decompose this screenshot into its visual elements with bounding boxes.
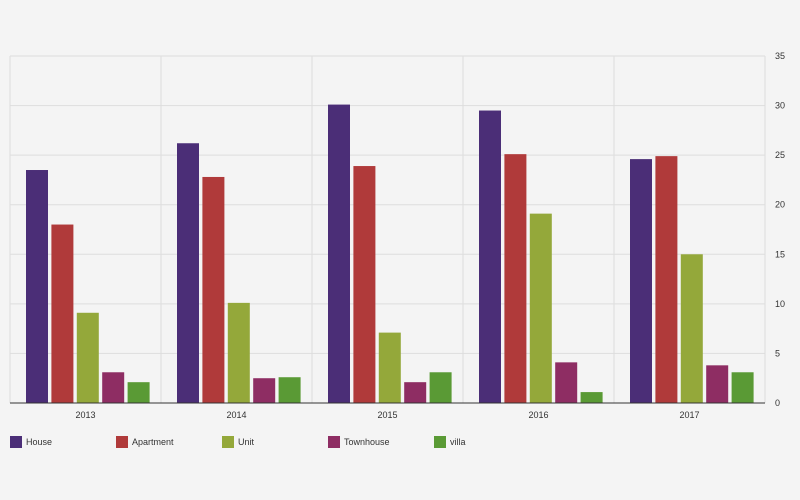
- y-tick-label: 25: [775, 150, 785, 160]
- y-tick-label: 0: [775, 398, 780, 408]
- bar-townhouse-2013: [102, 372, 125, 403]
- bar-house-2014: [177, 143, 199, 403]
- x-tick-label: 2017: [679, 410, 699, 420]
- x-tick-label: 2013: [75, 410, 95, 420]
- bar-villa-2014: [278, 377, 301, 403]
- y-axis-tick-labels: 0 5 10 15 20 25 30 35: [775, 51, 785, 408]
- y-tick-label: 5: [775, 348, 780, 358]
- bar-townhouse-2014: [253, 378, 276, 403]
- bar-unit-2015: [378, 332, 401, 403]
- legend-item-unit[interactable]: Unit: [222, 436, 254, 448]
- bars: [26, 104, 754, 404]
- bar-villa-2013: [127, 382, 150, 403]
- legend-swatch: [328, 436, 340, 448]
- bar-house-2016: [479, 110, 501, 404]
- bar-townhouse-2016: [555, 362, 578, 403]
- bar-apartment-2016: [504, 154, 527, 403]
- bar-townhouse-2017: [706, 365, 729, 403]
- y-tick-label: 35: [775, 51, 785, 61]
- y-tick-label: 30: [775, 101, 785, 111]
- x-axis-tick-labels: 2013 2014 2015 2016 2017: [75, 410, 699, 420]
- bar-unit-2017: [680, 254, 703, 403]
- bar-apartment-2014: [202, 176, 225, 403]
- legend-item-townhouse[interactable]: Townhouse: [328, 436, 390, 448]
- legend-swatch: [10, 436, 22, 448]
- bar-apartment-2015: [353, 166, 376, 403]
- y-tick-label: 15: [775, 249, 785, 259]
- bar-villa-2017: [731, 372, 754, 403]
- legend-item-villa[interactable]: villa: [434, 436, 466, 448]
- legend-item-apartment[interactable]: Apartment: [116, 436, 174, 448]
- bar-townhouse-2015: [404, 382, 427, 403]
- bar-house-2015: [328, 104, 350, 403]
- bar-unit-2013: [76, 312, 99, 403]
- bar-villa-2016: [580, 392, 603, 403]
- y-tick-label: 20: [775, 200, 785, 210]
- bar-villa-2015: [429, 372, 452, 403]
- x-tick-label: 2014: [226, 410, 246, 420]
- legend-label: villa: [450, 437, 466, 447]
- legend: House Apartment Unit Townhouse villa: [10, 436, 790, 450]
- bar-house-2013: [26, 170, 48, 403]
- legend-item-house[interactable]: House: [10, 436, 52, 448]
- legend-label: Townhouse: [344, 437, 390, 447]
- legend-label: House: [26, 437, 53, 447]
- bar-unit-2014: [227, 302, 250, 403]
- bar-apartment-2013: [51, 224, 74, 403]
- legend-swatch: [116, 436, 128, 448]
- legend-swatch: [434, 436, 446, 448]
- gridlines: [9, 55, 766, 403]
- legend-swatch: [222, 436, 234, 448]
- x-tick-label: 2016: [528, 410, 548, 420]
- legend-label: Apartment: [132, 437, 174, 447]
- bar-house-2017: [630, 159, 652, 403]
- bar-apartment-2017: [655, 156, 678, 403]
- bar-unit-2016: [529, 213, 552, 403]
- x-tick-label: 2015: [377, 410, 397, 420]
- legend-label: Unit: [238, 437, 255, 447]
- y-tick-label: 10: [775, 299, 785, 309]
